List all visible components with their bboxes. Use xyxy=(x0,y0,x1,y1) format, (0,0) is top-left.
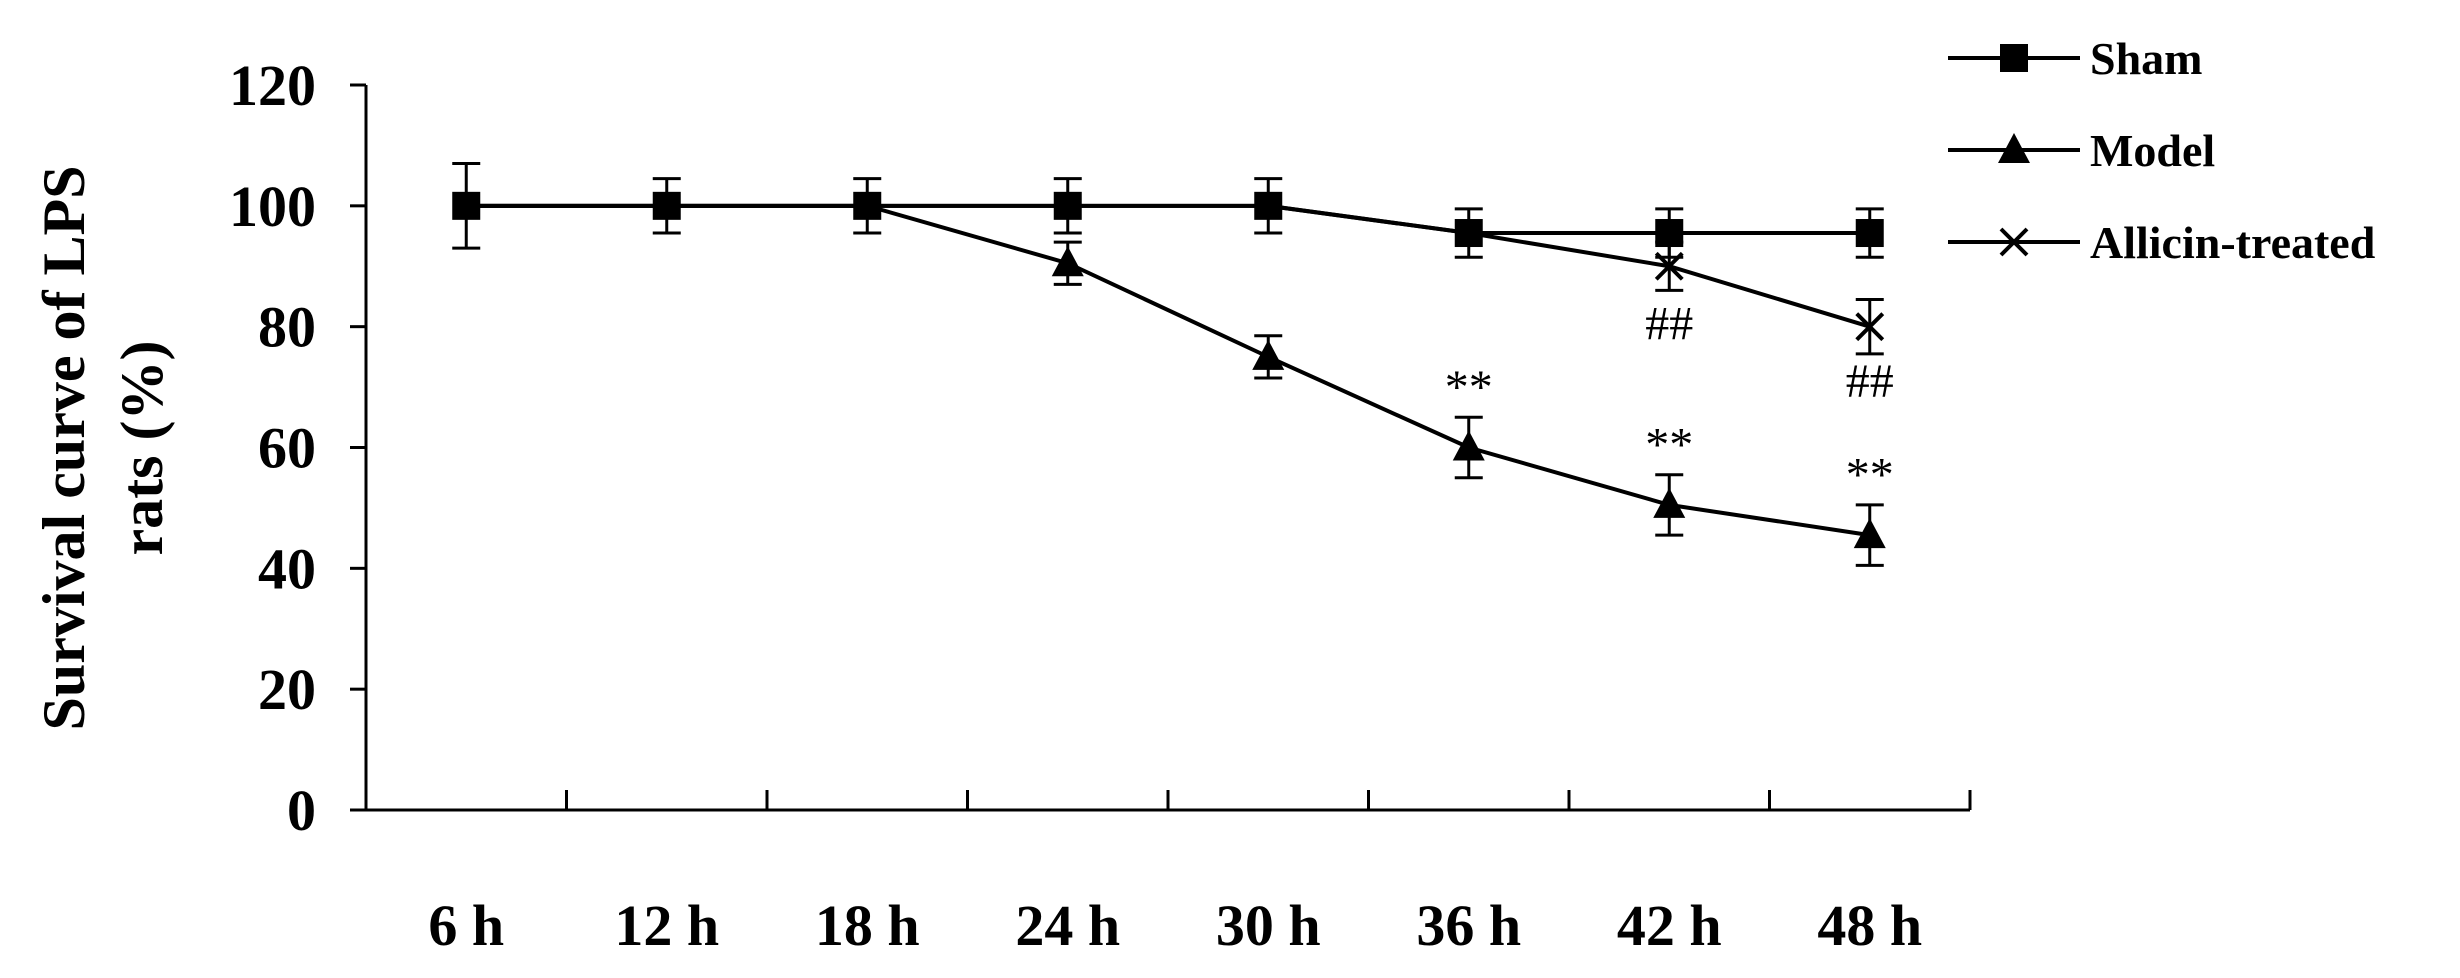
significance-label: ** xyxy=(1846,449,1894,502)
y-axis-label-line: Survival curve of LPS xyxy=(31,166,97,731)
y-tick-label: 0 xyxy=(287,778,316,843)
x-tick-label: 12 h xyxy=(614,893,719,958)
legend-item: Allicin-treated xyxy=(1948,217,2376,268)
y-axis-label-line: rats (%) xyxy=(109,341,175,556)
data-point xyxy=(1252,339,1285,370)
y-tick-label: 120 xyxy=(229,53,316,118)
significance-annotations: ** ** ** ## ## xyxy=(1445,298,1894,502)
data-point xyxy=(652,191,681,220)
axis-ticks: 0 20 40 60 80 100 120 6 h 12 h 18 h 24 h 30 h 36 h 42… xyxy=(229,53,1972,958)
data-point xyxy=(1653,487,1686,518)
series-model xyxy=(466,203,1886,567)
data-point xyxy=(1452,430,1485,461)
legend-item: Model xyxy=(1948,125,2215,176)
data-point xyxy=(1053,191,1082,220)
data-point xyxy=(1454,219,1483,248)
axes xyxy=(364,85,1970,812)
legend-item: Sham xyxy=(1948,33,2202,84)
y-axis-title: Survival curve of LPS rats (%) xyxy=(31,166,175,731)
x-marker-stroke xyxy=(1855,312,1885,342)
significance-label: ** xyxy=(1645,418,1693,471)
y-tick-label: 100 xyxy=(229,174,316,239)
data-point xyxy=(1655,219,1684,248)
data-point xyxy=(853,191,882,220)
series-line xyxy=(466,203,1870,236)
x-tick-label: 48 h xyxy=(1817,893,1922,958)
significance-label: ## xyxy=(1645,298,1693,351)
data-point xyxy=(452,191,481,220)
legend-marker xyxy=(1999,227,2029,257)
legend-label: Allicin-treated xyxy=(2090,217,2376,268)
x-tick-label: 36 h xyxy=(1416,893,1521,958)
x-tick-label: 6 h xyxy=(428,893,504,958)
legend-label: Model xyxy=(2090,125,2215,176)
data-point xyxy=(1853,518,1886,549)
data-point xyxy=(1855,312,1885,342)
series-layer xyxy=(452,162,1886,567)
significance-label: ## xyxy=(1846,355,1894,408)
legend-label: Sham xyxy=(2090,33,2202,84)
series-sham xyxy=(452,162,1884,259)
y-tick-label: 60 xyxy=(258,416,316,481)
legend: Sham Model Allicin-treated xyxy=(1948,33,2376,268)
legend-marker xyxy=(1998,133,2030,163)
y-tick-label: 20 xyxy=(258,657,316,722)
x-tick-label: 42 h xyxy=(1617,893,1722,958)
x-tick-label: 30 h xyxy=(1216,893,1321,958)
y-axis-label: Survival curve of LPS rats (%) xyxy=(31,166,175,731)
data-point xyxy=(1855,219,1884,248)
y-tick-label: 40 xyxy=(258,536,316,601)
legend-marker xyxy=(2000,44,2028,72)
x-marker-stroke xyxy=(1999,227,2029,257)
data-point xyxy=(1254,191,1283,220)
data-point xyxy=(1051,246,1084,277)
significance-label: ** xyxy=(1445,361,1493,414)
x-tick-label: 24 h xyxy=(1015,893,1120,958)
x-tick-label: 18 h xyxy=(815,893,920,958)
y-tick-label: 80 xyxy=(258,295,316,360)
